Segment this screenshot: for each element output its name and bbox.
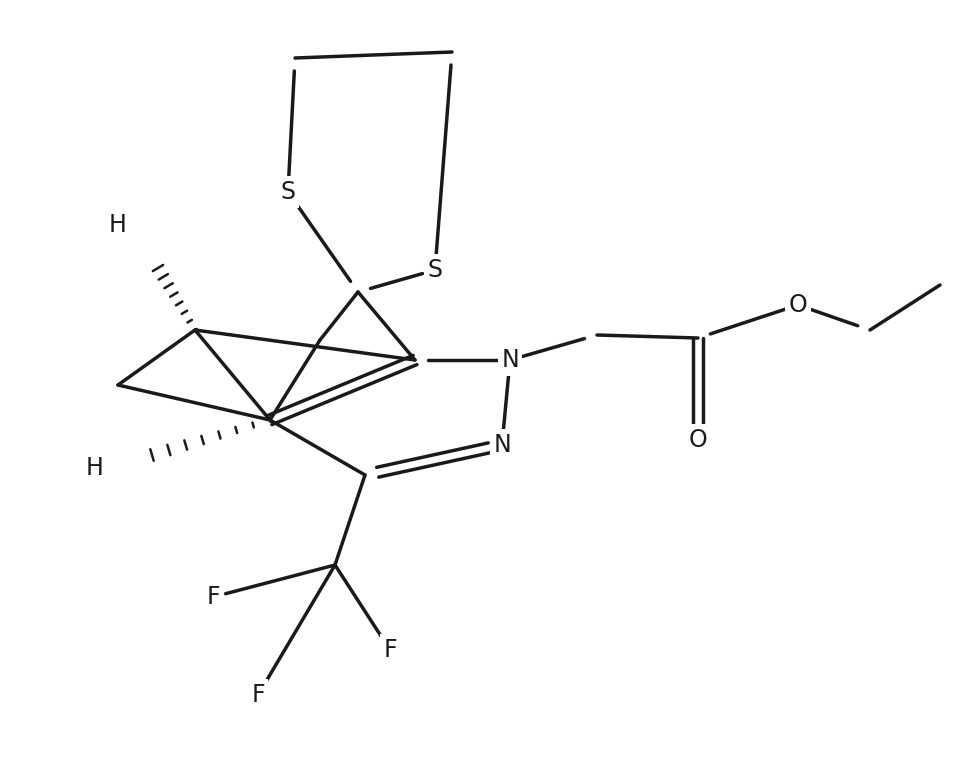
Text: N: N [493, 433, 510, 457]
Text: F: F [384, 638, 397, 662]
Text: O: O [789, 293, 807, 317]
Text: F: F [251, 683, 264, 707]
Text: S: S [280, 180, 296, 204]
Text: F: F [206, 585, 220, 609]
Text: N: N [501, 348, 519, 372]
Text: H: H [109, 213, 127, 237]
Text: H: H [86, 456, 103, 480]
Text: O: O [689, 428, 708, 452]
Text: S: S [427, 258, 442, 282]
